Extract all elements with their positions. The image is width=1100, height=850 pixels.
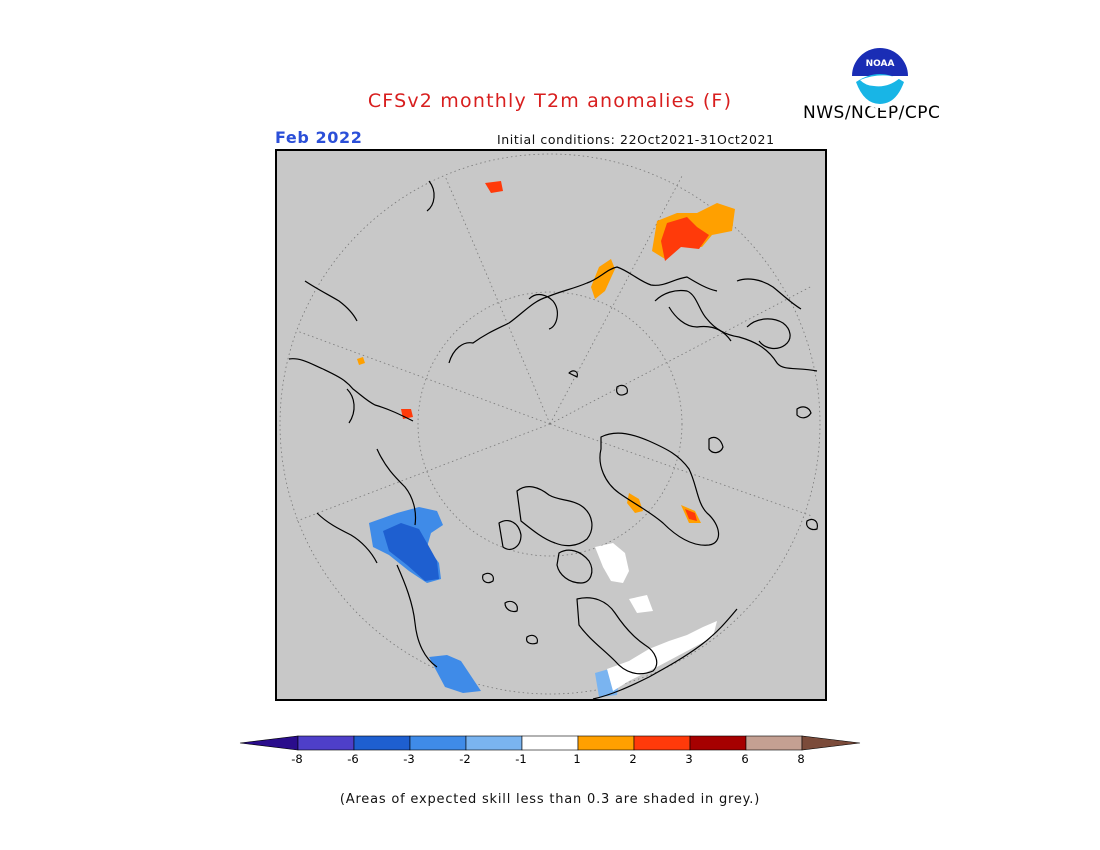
- chart-title: CFSv2 monthly T2m anomalies (F): [367, 90, 733, 112]
- colorbar-arrow-low: [239, 735, 299, 751]
- colorbar-label: -1: [515, 752, 527, 766]
- colorbar-label: -8: [291, 752, 303, 766]
- colorbar-segments: [239, 735, 861, 751]
- colorbar-labels: -8 -6 -3 -2 -1 1 2 3 6 8: [0, 752, 1100, 768]
- colorbar-label: -2: [459, 752, 471, 766]
- forecast-month: Feb 2022: [275, 128, 363, 147]
- initial-conditions: Initial conditions: 22Oct2021-31Oct2021: [497, 132, 775, 147]
- colorbar: [239, 735, 861, 751]
- colorbar-segment: [465, 735, 523, 751]
- anomaly-patches: [357, 181, 735, 697]
- colorbar-segment: [745, 735, 803, 751]
- colorbar-arrow-high: [801, 735, 861, 751]
- colorbar-label: 3: [685, 752, 693, 766]
- noaa-logo-icon: NOAA: [848, 44, 912, 108]
- patch-white-pacific: [607, 621, 717, 691]
- patch-hot-scandinavia: [661, 217, 709, 261]
- map-panel: [275, 149, 827, 701]
- skill-note: (Areas of expected skill less than 0.3 a…: [339, 792, 761, 807]
- patch-hot-asia-east: [685, 509, 697, 521]
- colorbar-label: -6: [347, 752, 359, 766]
- patch-white-siberia: [595, 543, 629, 583]
- colorbar-segment: [521, 735, 579, 751]
- colorbar-segment: [577, 735, 635, 751]
- svg-text:NOAA: NOAA: [866, 59, 895, 69]
- patch-colder-alaska: [383, 523, 439, 581]
- graticule-lines: [279, 153, 821, 695]
- colorbar-segment: [297, 735, 355, 751]
- colorbar-segment: [633, 735, 691, 751]
- colorbar-segment: [689, 735, 747, 751]
- colorbar-label: 6: [741, 752, 749, 766]
- patch-cold-west: [429, 655, 481, 693]
- colorbar-label: 2: [629, 752, 637, 766]
- agency-label: NWS/NCEP/CPC: [803, 103, 941, 123]
- colorbar-label: -3: [403, 752, 415, 766]
- colorbar-segment: [409, 735, 467, 751]
- colorbar-segment: [353, 735, 411, 751]
- patch-warm-small-a: [357, 357, 365, 365]
- colorbar-label: 8: [797, 752, 805, 766]
- patch-white-small: [629, 595, 653, 613]
- colorbar-label: 1: [573, 752, 581, 766]
- patch-warm-north: [485, 181, 503, 193]
- coastlines: [288, 180, 818, 699]
- polar-map: [279, 153, 821, 699]
- patch-warm-baltic: [591, 259, 615, 299]
